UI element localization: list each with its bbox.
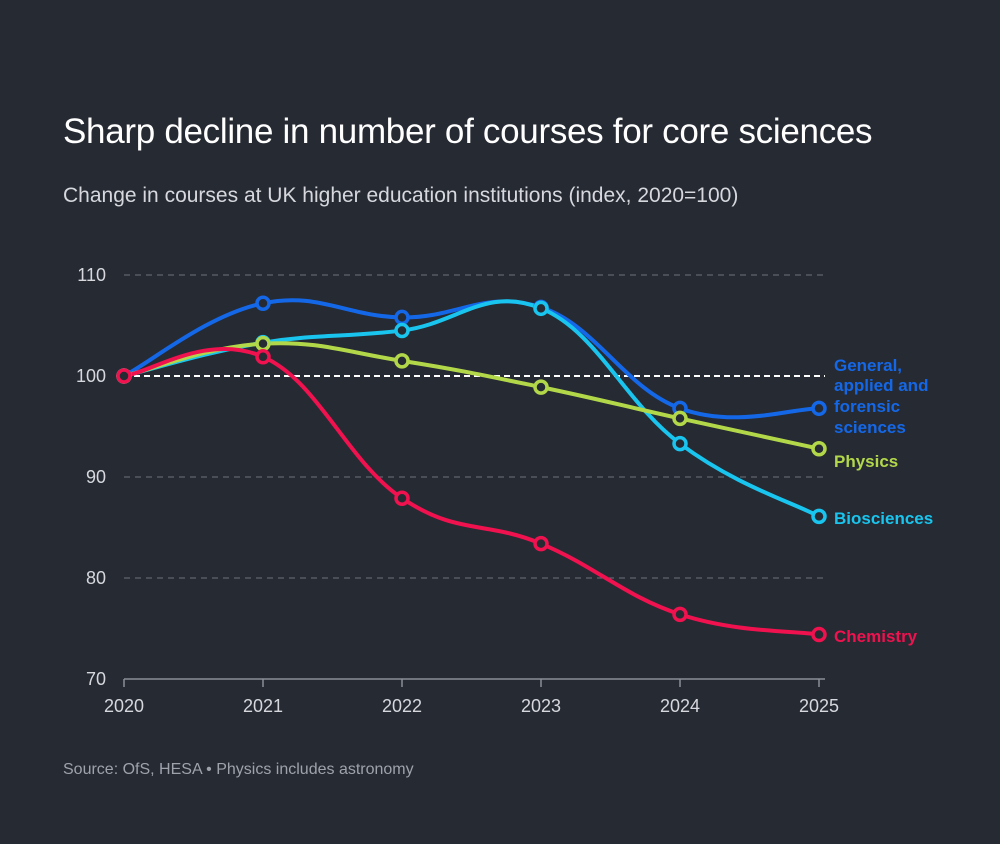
series-label: General, — [834, 356, 902, 375]
data-point — [255, 295, 271, 312]
data-point — [811, 508, 827, 525]
y-tick-label: 100 — [76, 366, 106, 386]
data-point — [811, 400, 827, 417]
series-label: sciences — [834, 418, 906, 437]
series-line — [122, 298, 821, 420]
series-line — [122, 346, 821, 637]
x-tick-label: 2025 — [799, 696, 839, 716]
x-axis: 2020 2021 2022 2023 2024 2025 — [104, 679, 839, 716]
data-point — [672, 410, 688, 427]
data-point — [533, 535, 549, 552]
gridlines — [124, 274, 825, 680]
series-label: Chemistry — [834, 627, 918, 646]
series-labels: General,applied and forensic sciences Biosc… — [834, 356, 933, 646]
y-tick-label: 110 — [77, 265, 106, 285]
series-label: Physics — [834, 452, 898, 471]
x-tick-label: 2023 — [521, 696, 561, 716]
y-tick-label: 90 — [86, 467, 106, 487]
data-point — [394, 490, 410, 506]
chart-source: Source: OfS, HESA • Physics includes ast… — [63, 761, 414, 778]
data-point — [394, 309, 410, 326]
series-line — [122, 341, 821, 451]
data-point — [394, 322, 410, 339]
data-point — [811, 440, 827, 457]
series-label: forensic — [834, 397, 900, 416]
y-axis-ticks: 70 80 90 100 110 — [76, 265, 106, 689]
data-point — [255, 349, 271, 365]
y-tick-label: 80 — [86, 568, 106, 588]
series-markers — [116, 295, 827, 643]
series-lines — [122, 298, 821, 637]
data-point — [533, 379, 549, 395]
data-point — [255, 335, 271, 352]
y-tick-label: 70 — [86, 669, 106, 689]
data-point — [672, 435, 688, 452]
chart-title: Sharp decline in number of courses for c… — [63, 112, 873, 151]
x-tick-label: 2021 — [243, 696, 283, 716]
x-tick-label: 2020 — [104, 696, 144, 716]
series-label: Biosciences — [834, 509, 933, 528]
x-tick-label: 2024 — [660, 696, 700, 716]
data-point — [116, 368, 132, 384]
data-point — [811, 626, 827, 643]
series-line — [122, 299, 821, 519]
data-point — [394, 353, 410, 369]
series-label: applied and — [834, 376, 928, 395]
data-point — [533, 300, 549, 317]
data-point — [672, 606, 688, 623]
chart-subtitle: Change in courses at UK higher education… — [63, 184, 739, 207]
x-tick-label: 2022 — [382, 696, 422, 716]
